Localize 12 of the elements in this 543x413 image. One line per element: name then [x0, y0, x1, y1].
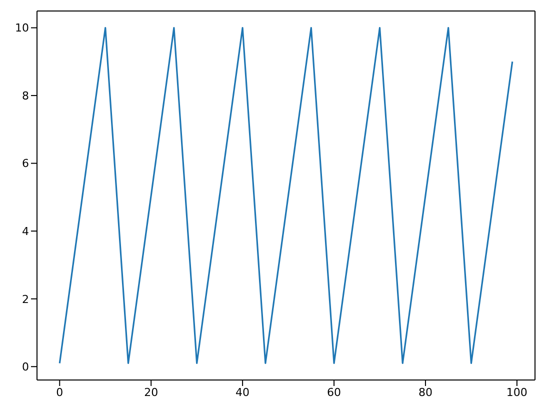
x-tick-label: 40 [236, 386, 250, 399]
y-tick-label: 2 [22, 292, 29, 306]
x-tick-label: 100 [506, 386, 528, 399]
y-tick-label: 8 [22, 89, 29, 102]
x-tick-label: 80 [418, 386, 432, 399]
y-tick-label: 6 [22, 157, 29, 170]
x-tick-label: 20 [144, 386, 158, 399]
y-tick-label: 0 [22, 360, 29, 374]
x-tick-label: 0 [56, 386, 64, 399]
y-tick-label: 4 [22, 224, 29, 238]
x-tick-label: 60 [327, 386, 342, 399]
y-tick-label: 10 [15, 22, 29, 35]
